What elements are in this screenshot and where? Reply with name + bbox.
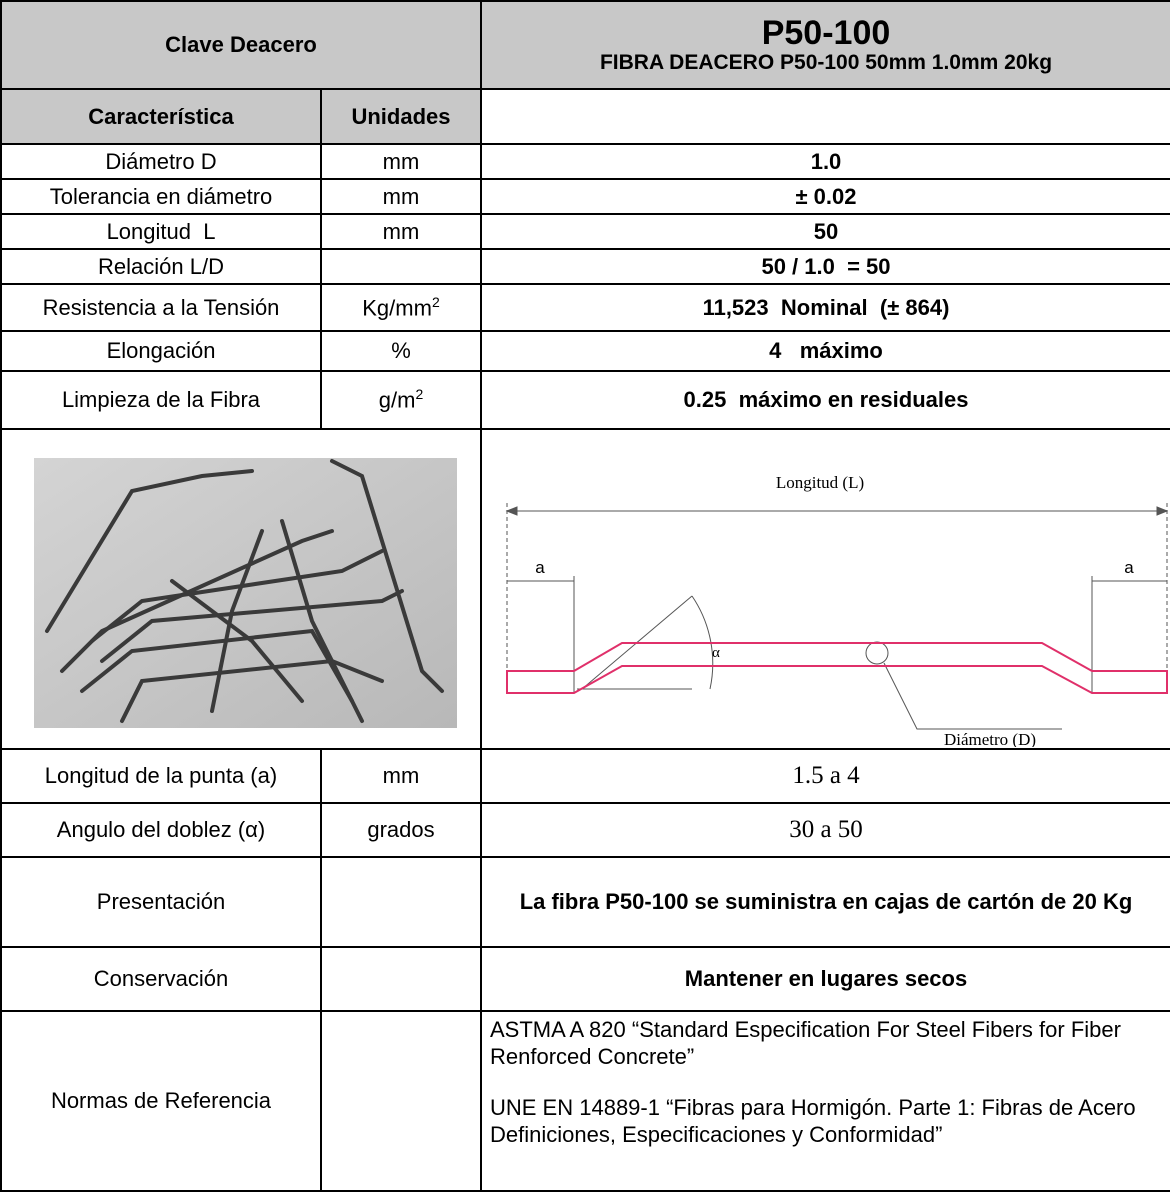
length-label: Longitud (L) — [776, 473, 864, 492]
row-name: Diámetro D — [1, 144, 321, 179]
row-name: Presentación — [1, 857, 321, 947]
row-value: 50 — [481, 214, 1170, 249]
row-unit — [321, 249, 481, 284]
row-unit: mm — [321, 179, 481, 214]
row-name: Limpieza de la Fibra — [1, 371, 321, 429]
reference: UNE EN 14889-1 “Fibras para Hormigón. Pa… — [490, 1094, 1162, 1148]
row-unit — [321, 1011, 481, 1191]
row-value: 1.5 a 4 — [481, 749, 1170, 803]
unit-exponent: 2 — [415, 386, 423, 402]
row-value: 30 a 50 — [481, 803, 1170, 857]
photo-cell — [1, 429, 481, 749]
row-value: Mantener en lugares secos — [481, 947, 1170, 1011]
row-unit: % — [321, 331, 481, 371]
row-value: ± 0.02 — [481, 179, 1170, 214]
empty-cell — [481, 89, 1170, 144]
row-unit — [321, 947, 481, 1011]
row-name: Conservación — [1, 947, 321, 1011]
row-name: Normas de Referencia — [1, 1011, 321, 1191]
row-value: 0.25 máximo en residuales — [481, 371, 1170, 429]
row-unit: mm — [321, 749, 481, 803]
angle-label: α — [712, 645, 720, 661]
key-label: Clave Deacero — [1, 1, 481, 89]
row-name: Longitud de la punta (a) — [1, 749, 321, 803]
column-header: Unidades — [321, 89, 481, 144]
row-name: Angulo del doblez (α) — [1, 803, 321, 857]
row-name: Resistencia a la Tensión — [1, 284, 321, 331]
diagram-cell: Longitud (L) a a α Diámetro (D) — [481, 429, 1170, 749]
fiber-photo — [2, 431, 478, 747]
unit-exponent: 2 — [432, 294, 440, 310]
diameter-label: Diámetro (D) — [944, 730, 1036, 747]
row-unit: g/m2 — [321, 371, 481, 429]
row-value: 4 máximo — [481, 331, 1170, 371]
spec-table: Clave Deacero P50-100FIBRA DEACERO P50-1… — [0, 0, 1170, 1192]
row-unit: grados — [321, 803, 481, 857]
page: Clave Deacero P50-100FIBRA DEACERO P50-1… — [0, 0, 1170, 1192]
row-name: Tolerancia en diámetro — [1, 179, 321, 214]
product-description: FIBRA DEACERO P50-100 50mm 1.0mm 20kg — [488, 51, 1164, 75]
row-value: 1.0 — [481, 144, 1170, 179]
tip-label: a — [1124, 558, 1134, 577]
row-unit: mm — [321, 214, 481, 249]
row-name: Longitud L — [1, 214, 321, 249]
tip-label: a — [535, 558, 545, 577]
product-code: P50-100 — [488, 15, 1164, 51]
row-unit: mm — [321, 144, 481, 179]
row-unit: Kg/mm2 — [321, 284, 481, 331]
unit: Kg/mm — [362, 295, 432, 320]
reference: ASTMA A 820 “Standard Especification For… — [490, 1016, 1162, 1070]
references: ASTMA A 820 “Standard Especification For… — [481, 1011, 1170, 1191]
row-unit — [321, 857, 481, 947]
row-value: La fibra P50-100 se suministra en cajas … — [481, 857, 1170, 947]
row-name: Relación L/D — [1, 249, 321, 284]
unit: g/m — [379, 388, 416, 413]
row-value: 50 / 1.0 = 50 — [481, 249, 1170, 284]
row-value: 11,523 Nominal (± 864) — [481, 284, 1170, 331]
row-name: Elongación — [1, 331, 321, 371]
fiber-diagram: Longitud (L) a a α Diámetro (D) — [482, 431, 1168, 747]
column-header: Característica — [1, 89, 321, 144]
